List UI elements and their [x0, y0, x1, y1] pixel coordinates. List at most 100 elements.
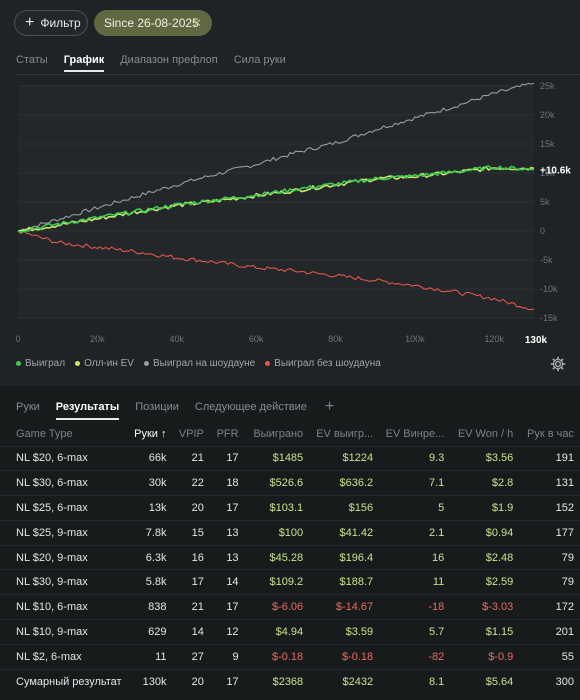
table-cell: 172 [519, 594, 580, 620]
col-ev-won[interactable]: EV выигр... [316, 427, 374, 440]
table-cell: NL $25, 6-max [0, 495, 128, 521]
table-cell: $109.2 [244, 569, 310, 595]
legend-swatch [16, 361, 21, 366]
tab-hand-strength[interactable]: Сила руки [233, 54, 286, 66]
table-cell: 13k [127, 495, 173, 521]
filter-button[interactable]: + Фильтр [14, 10, 88, 36]
table-cell: 27 [172, 643, 210, 670]
close-icon[interactable]: ✕ [191, 16, 202, 30]
table-cell: 177 [519, 519, 580, 546]
table-cell: 17 [209, 495, 245, 521]
table-cell: $1.9 [450, 495, 520, 521]
table-cell: $5.64 [450, 668, 520, 694]
table-cell: 5 [379, 495, 451, 521]
table-row[interactable]: NL $2, 6-max 11 27 9 $-0.18 $-0.18 -82 $-0.9 55 [0, 643, 580, 670]
table-total-row[interactable]: Сумарный результат 130k 20 17 $2368 $2432 8.1 $… [0, 668, 580, 694]
table-cell: $-14.67 [309, 594, 380, 620]
date-filter-chip[interactable]: Since 26-08-2025 ✕ [94, 10, 212, 36]
table-cell: 191 [519, 445, 580, 471]
y-tick-label: 15k [540, 139, 555, 149]
tab-results[interactable]: Результаты [55, 401, 120, 420]
legend-item-won[interactable]: Выиграл [16, 358, 65, 369]
y-tick-label: 0 [540, 226, 545, 236]
table-cell: $-0.9 [450, 643, 520, 670]
x-tick-label: 120k [485, 334, 505, 344]
table-cell: 17 [209, 445, 245, 471]
tab-next-action[interactable]: Следующее действие [194, 401, 307, 413]
results-chart: 25k 20k 15k 10k 5k 0 -5k -10k -15k 0 20k 40k 60k 80k 1… [0, 78, 580, 348]
table-cell: 21 [172, 445, 210, 471]
y-tick-label: 25k [540, 81, 555, 91]
table-row[interactable]: NL $30, 6-max 30k 22 18 $526.6 $636.2 7.1 $2.8 1… [0, 470, 580, 496]
table-cell: 20 [172, 495, 210, 521]
legend-label: Выиграл [25, 358, 66, 369]
table-cell: 22 [172, 470, 210, 496]
table-cell: 130k [127, 668, 173, 694]
tab-preflop-range[interactable]: Диапазон префлоп [120, 54, 218, 66]
x-tick-label: 80k [328, 334, 343, 344]
col-ev-winrate[interactable]: EV Винре... [385, 427, 445, 440]
table-cell: $2.59 [450, 569, 520, 595]
table-cell: 131 [519, 470, 580, 496]
table-cell: $2432 [309, 668, 380, 694]
col-pfr[interactable]: PFR [216, 427, 239, 440]
legend-label: Выиграл на шоудауне [152, 358, 256, 369]
tab-divider [16, 74, 580, 75]
table-cell: $-0.18 [244, 643, 310, 670]
table-cell: 5.7 [379, 619, 451, 645]
table-cell: $2.8 [450, 470, 520, 496]
table-cell: 79 [519, 569, 580, 595]
col-ev-won-per-hour[interactable]: EV Won / h [457, 427, 514, 440]
series-line-2 [17, 82, 535, 232]
plus-icon[interactable]: + [324, 398, 335, 415]
legend-item-non-showdown[interactable]: Выиграл без шоудауна [265, 358, 381, 369]
table-cell: 21 [172, 594, 210, 620]
col-game-type[interactable]: Game Type [16, 427, 73, 440]
tab-positions[interactable]: Позиции [135, 401, 179, 413]
table-cell: 11 [127, 643, 173, 670]
table-row[interactable]: NL $30, 9-max 5.8k 17 14 $109.2 $188.7 11 $2.59… [0, 569, 580, 595]
table-cell: $2368 [244, 668, 310, 694]
col-hands-per-hour[interactable]: Рук в час [527, 427, 574, 440]
chart-svg: 25k 20k 15k 10k 5k 0 -5k -10k -15k 0 20k 40k 60k 80k 1… [15, 81, 571, 346]
legend-item-showdown[interactable]: Выиграл на шоудауне [143, 358, 256, 369]
gear-icon[interactable] [550, 356, 566, 372]
toolbar: + Фильтр Since 26-08-2025 ✕ [0, 0, 580, 48]
table-cell: 201 [519, 619, 580, 645]
plus-icon: + [25, 14, 35, 31]
legend-label: Выиграл без шоудауна [274, 358, 381, 369]
col-hands[interactable]: Руки ↑ [134, 427, 167, 440]
col-won[interactable]: Выиграно [253, 427, 304, 440]
table-cell: $-3.03 [450, 594, 520, 620]
table-row[interactable]: NL $25, 9-max 7.8k 15 13 $100 $41.42 2.1 $0.94 1… [0, 519, 580, 546]
x-tick-label: 40k [170, 334, 185, 344]
tab-stats[interactable]: Статы [16, 54, 48, 66]
table-row[interactable]: NL $10, 6-max 838 21 17 $-6.06 $-14.67 -18 $-3.… [0, 594, 580, 620]
table-cell: 629 [127, 619, 173, 645]
table-row[interactable]: NL $10, 9-max 629 14 12 $4.94 $3.59 5.7 $1.15 20… [0, 619, 580, 645]
table-body: NL $20, 6-max 66k 21 17 $1485 $1224 9.3 $3.56 19… [0, 445, 580, 694]
table-row[interactable]: NL $20, 9-max 6.3k 16 13 $45.28 $196.4 16 $2.48… [0, 544, 580, 570]
y-tick-label: -10k [540, 284, 558, 294]
legend-swatch [143, 361, 149, 366]
table-cell: 300 [519, 668, 580, 694]
table-cell: $1.15 [450, 619, 520, 645]
table-cell: 7.1 [379, 470, 451, 496]
main-tabs: Статы График Диапазон префлоп Сила руки [16, 54, 286, 72]
table-cell: 16 [379, 544, 451, 570]
table-row[interactable]: NL $20, 6-max 66k 21 17 $1485 $1224 9.3 $3.56 19… [0, 445, 580, 471]
x-tick-label: 20k [90, 334, 105, 344]
col-vpip[interactable]: VPIP [178, 427, 204, 440]
table-cell: 11 [379, 569, 451, 595]
series-line-0 [17, 165, 535, 233]
y-tick-label: 10k [540, 168, 555, 178]
tab-graph[interactable]: График [63, 54, 105, 72]
tab-hands[interactable]: Руки [16, 401, 40, 413]
table-cell: $188.7 [309, 569, 380, 595]
table-cell: 12 [209, 619, 245, 645]
table-cell: Сумарный результат [0, 668, 128, 694]
table-cell: $156 [309, 495, 380, 521]
table-cell: 14 [172, 619, 210, 645]
table-row[interactable]: NL $25, 6-max 13k 20 17 $103.1 $156 5 $1.9 152 [0, 495, 580, 521]
legend-item-allin-ev[interactable]: Олл-ин EV [75, 358, 134, 369]
